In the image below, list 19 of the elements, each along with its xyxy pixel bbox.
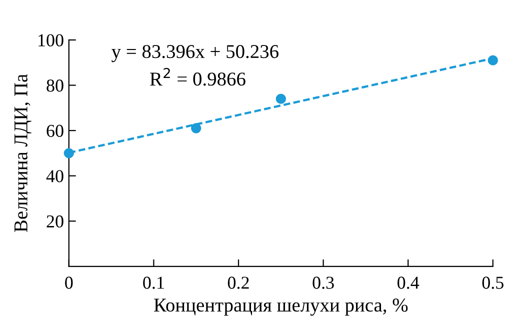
x-tick-label: 0: [65, 276, 73, 289]
y-tick-label: 60: [46, 124, 64, 137]
point: [64, 148, 74, 158]
x-tick-label: 0.5: [482, 276, 504, 289]
x-tick-label: 0.1: [143, 276, 164, 289]
x-tick-label: 0.2: [228, 276, 249, 289]
x-tick-label: 0.4: [398, 276, 420, 289]
y-tick-label: 40: [46, 170, 64, 182]
point: [276, 94, 286, 104]
point: [191, 123, 202, 134]
annotation: R$^{2}$ = 0.9866: [150, 68, 246, 86]
x-axis-title: Концентрация шелухи риса, %: [154, 298, 408, 316]
point: [488, 55, 498, 66]
y-tick-label: 80: [46, 80, 64, 92]
x-tick-label: 0.3: [312, 276, 334, 289]
annotation: y = 83.396x + 50.236: [112, 44, 278, 62]
y-axis-title: Величина ЛДИ, Па: [14, 74, 32, 232]
y-tick-label: 100: [38, 34, 64, 46]
y-tick-label: 20: [46, 215, 64, 228]
